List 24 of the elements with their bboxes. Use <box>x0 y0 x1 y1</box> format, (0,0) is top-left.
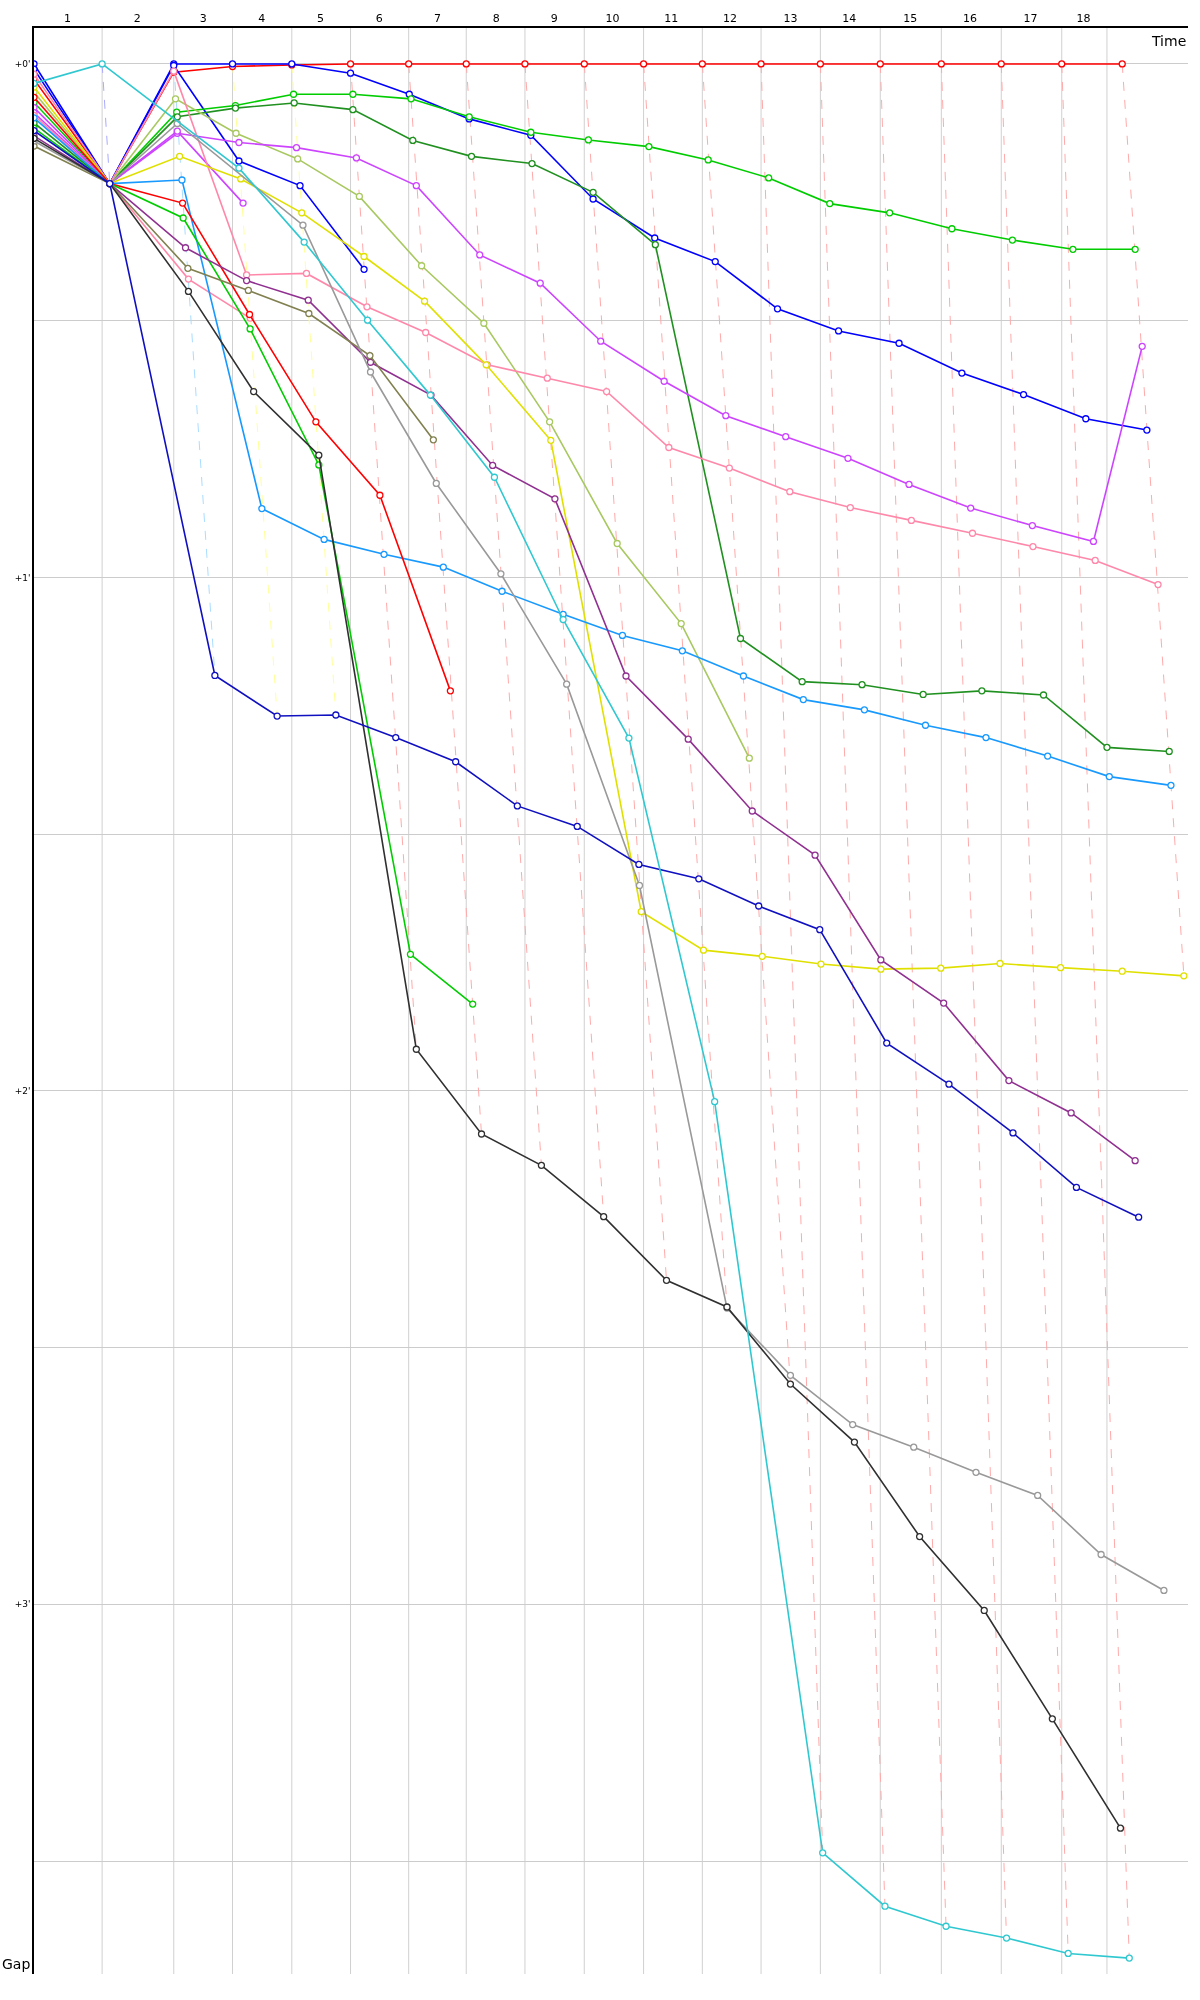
x-tick-label: 2 <box>133 11 141 25</box>
x-tick-label: 6 <box>375 11 383 25</box>
x-tick-label: 17 <box>1023 11 1038 25</box>
x-tick-label: 12 <box>722 11 737 25</box>
x-tick-label: 1 <box>63 11 71 25</box>
x-tick-label: 5 <box>317 11 325 25</box>
x-tick-label: 15 <box>903 11 918 25</box>
x-tick-label: 4 <box>258 11 266 25</box>
x-tick-label: 16 <box>963 11 978 25</box>
x-tick-label: 14 <box>842 11 857 25</box>
y-tick-label: +2' <box>14 1086 31 1096</box>
y-tick-label: +3' <box>14 1599 31 1610</box>
x-tick-label: 7 <box>433 11 441 25</box>
x-tick-label: 3 <box>199 11 207 25</box>
x-tick-label: 11 <box>664 11 679 25</box>
x-tick-label: 13 <box>783 11 798 25</box>
y-axis-title: Gap <box>2 1956 31 1972</box>
x-tick-label: 18 <box>1076 11 1091 25</box>
x-axis-title: Time <box>1151 33 1187 49</box>
x-tick-label: 9 <box>550 11 558 25</box>
y-tick-label: +1' <box>14 572 31 583</box>
y-tick-label: +0' <box>14 59 31 70</box>
x-tick-label: 10 <box>605 11 620 25</box>
x-tick-label: 8 <box>492 11 500 25</box>
